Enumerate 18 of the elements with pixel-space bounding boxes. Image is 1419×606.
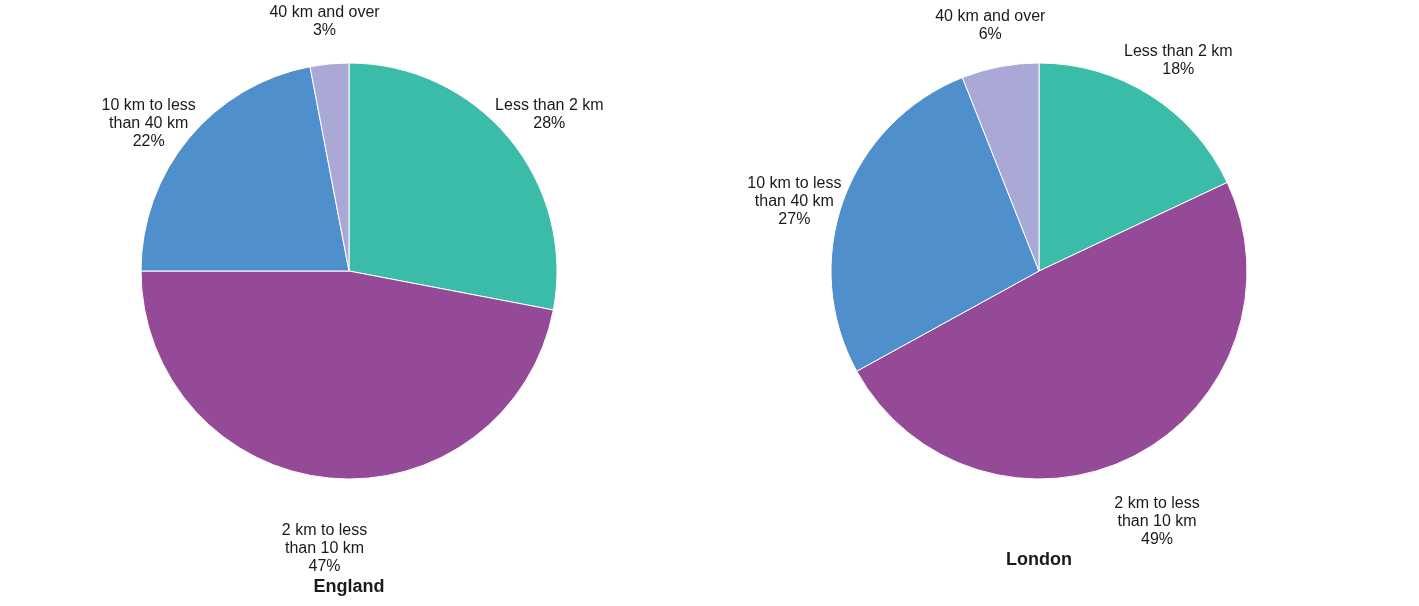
slice-label: 10 km to less than 40 km [101, 96, 196, 132]
slice-label: 2 km to less than 10 km [281, 520, 368, 556]
text: England [313, 575, 385, 596]
slice-label: Less than 2 km [495, 96, 604, 114]
data-label: 6% [978, 24, 1002, 42]
slice-label: 40 km and over [269, 3, 381, 21]
data-label: 27% [778, 209, 811, 227]
slice-label: 10 km to less than 40 km [747, 173, 842, 209]
text: London [1006, 548, 1072, 569]
slice-label: Less than 2 km [1124, 42, 1233, 60]
data-label: 49% [1141, 529, 1174, 547]
data-label: 18% [1162, 60, 1195, 78]
data-label: 47% [308, 556, 341, 574]
slice-label: 2 km to less than 10 km [1114, 493, 1200, 529]
data-label: 3% [312, 21, 337, 39]
data-label: 28% [533, 114, 566, 132]
slice-label: 40 km and over [935, 6, 1047, 24]
data-label: 22% [132, 132, 165, 150]
